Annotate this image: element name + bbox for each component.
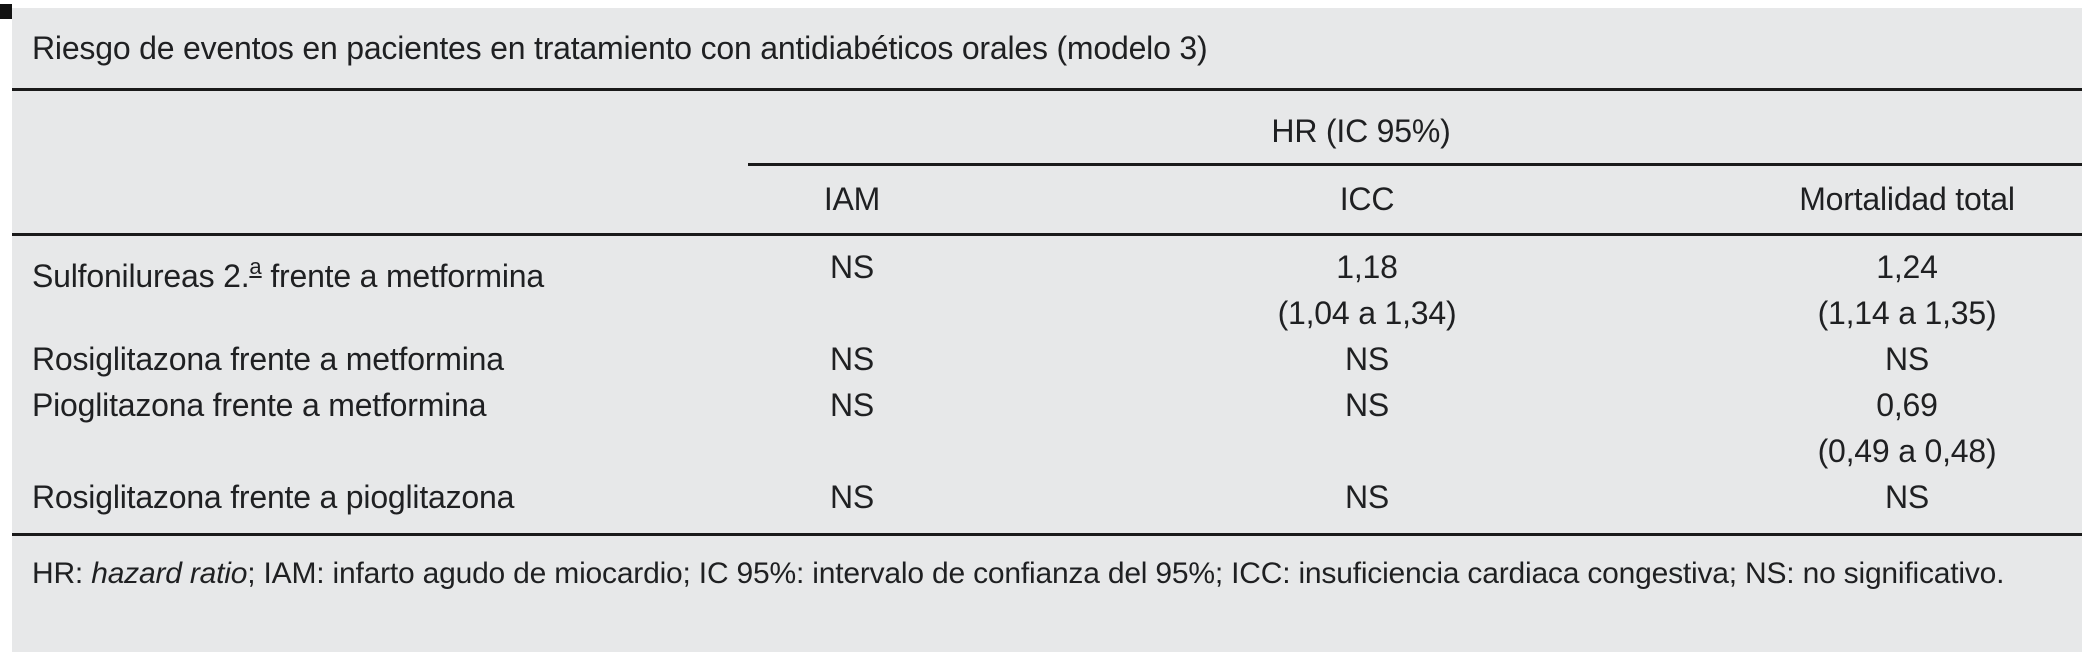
footnote-section: HR: hazard ratio; IAM: infarto agudo de … bbox=[12, 533, 2082, 595]
table-card: Riesgo de eventos en pacientes en tratam… bbox=[12, 8, 2082, 652]
cell-iam: NS bbox=[702, 474, 1002, 520]
column-header-icc: ICC bbox=[1339, 181, 1395, 217]
cell-mortalidad: 0,69 (0,49 a 0,48) bbox=[1732, 382, 2082, 474]
column-header-iam: IAM bbox=[823, 181, 881, 217]
value-iam: NS bbox=[829, 387, 875, 423]
table-body: Sulfonilureas 2.a frente a metformina NS… bbox=[12, 244, 2082, 520]
footnote-text: HR: hazard ratio; IAM: infarto agudo de … bbox=[32, 552, 2046, 595]
cell-iam: NS bbox=[702, 382, 1002, 474]
value-icc: NS bbox=[1344, 387, 1390, 423]
row-label: Rosiglitazona frente a metformina bbox=[32, 341, 504, 377]
footnote-italic-hazard-ratio: hazard ratio bbox=[91, 557, 248, 590]
spanner-header-hr-ic95: HR (IC 95%) bbox=[1271, 113, 1451, 149]
rule-under-spanner bbox=[748, 163, 2082, 166]
footnote-part2: ; IAM: infarto agudo de miocardio; IC 95… bbox=[247, 557, 2005, 590]
ordinal-superscript: a bbox=[249, 254, 262, 279]
cell-mortalidad: NS bbox=[1732, 474, 2082, 520]
value-mortalidad: 0,69 bbox=[1876, 387, 1938, 423]
cell-icc: 1,18 (1,04 a 1,34) bbox=[1002, 244, 1732, 336]
row-label: Sulfonilureas 2.a frente a metformina bbox=[12, 244, 702, 294]
table-row-pioglitazona-metformina: Pioglitazona frente a metformina NS NS 0… bbox=[12, 382, 2082, 474]
value-icc: NS bbox=[1344, 479, 1390, 515]
column-header-empty bbox=[12, 176, 702, 222]
row-label: Pioglitazona frente a metformina bbox=[32, 387, 487, 423]
value-iam: NS bbox=[829, 479, 875, 515]
value-icc: NS bbox=[1344, 341, 1390, 377]
row-label-text: Sulfonilureas 2. bbox=[32, 258, 250, 294]
value-iam: NS bbox=[829, 341, 875, 377]
value-icc: 1,18 bbox=[1336, 249, 1398, 285]
rule-under-column-headers bbox=[12, 233, 2082, 236]
table-row-rosiglitazona-pioglitazona: Rosiglitazona frente a pioglitazona NS N… bbox=[12, 474, 2082, 520]
table-row-sulfonilureas: Sulfonilureas 2.a frente a metformina NS… bbox=[12, 244, 2082, 336]
table-title: Riesgo de eventos en pacientes en tratam… bbox=[32, 30, 1208, 66]
cell-iam: NS bbox=[702, 336, 1002, 382]
value-icc-ci: (1,04 a 1,34) bbox=[1277, 295, 1457, 331]
cell-icc: NS bbox=[1002, 474, 1732, 520]
cell-iam: NS bbox=[702, 244, 1002, 336]
value-mortalidad-ci: (0,49 a 0,48) bbox=[1817, 433, 1997, 469]
column-header-mortalidad-total: Mortalidad total bbox=[1799, 181, 2015, 217]
value-mortalidad-ci: (1,14 a 1,35) bbox=[1817, 295, 1997, 331]
value-mortalidad: 1,24 bbox=[1876, 249, 1938, 285]
rule-under-title bbox=[12, 88, 2082, 91]
column-header-row: IAM ICC Mortalidad total bbox=[12, 176, 2082, 222]
value-mortalidad: NS bbox=[1884, 479, 1930, 515]
cell-icc: NS bbox=[1002, 336, 1732, 382]
table-row-rosiglitazona-metformina: Rosiglitazona frente a metformina NS NS … bbox=[12, 336, 2082, 382]
scan-artifact-mark bbox=[0, 4, 12, 19]
row-label-text: frente a metformina bbox=[261, 258, 544, 294]
cell-mortalidad: NS bbox=[1732, 336, 2082, 382]
row-label: Rosiglitazona frente a pioglitazona bbox=[32, 479, 515, 515]
value-iam: NS bbox=[829, 249, 875, 285]
cell-icc: NS bbox=[1002, 382, 1732, 474]
footnote-part1: HR: bbox=[32, 557, 92, 590]
value-mortalidad: NS bbox=[1884, 341, 1930, 377]
cell-mortalidad: 1,24 (1,14 a 1,35) bbox=[1732, 244, 2082, 336]
